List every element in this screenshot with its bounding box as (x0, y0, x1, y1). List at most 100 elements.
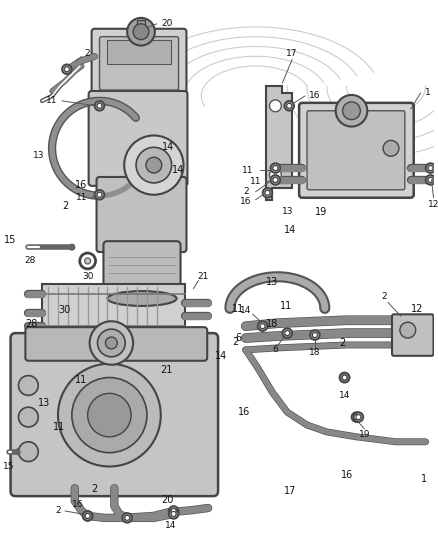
FancyBboxPatch shape (306, 111, 404, 190)
Circle shape (168, 509, 178, 519)
Text: 16: 16 (340, 470, 352, 480)
Circle shape (342, 102, 360, 119)
Text: 11: 11 (279, 302, 292, 311)
Circle shape (427, 177, 432, 182)
Circle shape (64, 67, 69, 72)
FancyBboxPatch shape (99, 37, 178, 90)
Circle shape (124, 135, 183, 195)
Circle shape (286, 103, 291, 108)
Text: 1: 1 (424, 88, 430, 98)
Circle shape (69, 244, 74, 250)
Circle shape (58, 364, 160, 466)
Text: 21: 21 (197, 272, 208, 281)
FancyBboxPatch shape (103, 241, 180, 303)
Text: 18: 18 (265, 319, 277, 329)
Text: 2: 2 (381, 292, 386, 301)
Circle shape (427, 166, 432, 171)
Circle shape (168, 506, 178, 516)
Circle shape (18, 407, 38, 427)
Ellipse shape (107, 291, 176, 306)
Circle shape (355, 415, 360, 419)
Circle shape (122, 513, 132, 523)
Text: 2: 2 (55, 506, 61, 515)
Circle shape (16, 449, 21, 455)
Text: 30: 30 (82, 272, 93, 281)
Text: 17: 17 (286, 49, 297, 58)
Text: 14: 14 (161, 142, 173, 152)
Text: 28: 28 (25, 256, 36, 265)
Circle shape (424, 175, 434, 185)
Circle shape (94, 101, 104, 111)
Circle shape (97, 103, 102, 108)
Text: 13: 13 (265, 277, 277, 287)
Text: 15: 15 (3, 462, 14, 471)
Bar (107, 39, 170, 64)
Circle shape (85, 513, 90, 519)
Text: 6: 6 (235, 333, 241, 343)
Circle shape (312, 333, 317, 337)
Circle shape (97, 329, 125, 357)
Text: 2: 2 (91, 484, 97, 494)
Text: 14: 14 (338, 391, 350, 400)
Text: 18: 18 (308, 349, 320, 357)
Circle shape (127, 18, 155, 45)
Text: 14: 14 (284, 224, 296, 235)
Text: 14: 14 (165, 521, 176, 530)
Circle shape (171, 508, 176, 513)
FancyBboxPatch shape (88, 91, 187, 186)
FancyBboxPatch shape (298, 103, 413, 198)
Circle shape (97, 192, 102, 197)
Circle shape (72, 377, 147, 453)
Circle shape (80, 253, 95, 269)
Circle shape (89, 321, 133, 365)
Text: 2: 2 (232, 337, 238, 347)
Circle shape (94, 190, 104, 200)
Text: 13: 13 (38, 398, 50, 408)
Circle shape (105, 337, 117, 349)
Circle shape (284, 101, 293, 111)
Text: 15: 15 (4, 235, 16, 245)
Circle shape (309, 330, 319, 340)
FancyBboxPatch shape (391, 314, 432, 356)
Text: 11: 11 (76, 193, 87, 202)
Text: 2: 2 (85, 49, 90, 58)
Circle shape (85, 513, 90, 519)
FancyBboxPatch shape (11, 333, 218, 496)
Text: 14: 14 (240, 306, 251, 315)
Bar (137, 20, 145, 34)
Circle shape (88, 393, 131, 437)
Text: 20: 20 (161, 19, 172, 28)
Bar (42, 284, 185, 338)
Circle shape (257, 321, 267, 331)
FancyBboxPatch shape (25, 327, 207, 361)
Text: 16: 16 (74, 180, 87, 190)
Circle shape (269, 100, 281, 112)
Text: 17: 17 (284, 486, 296, 496)
Circle shape (124, 515, 129, 520)
Text: 16: 16 (240, 197, 251, 206)
Circle shape (353, 412, 363, 422)
Circle shape (259, 324, 265, 329)
Circle shape (353, 415, 358, 419)
Text: 11: 11 (46, 96, 58, 106)
Text: 20: 20 (161, 495, 173, 505)
Text: 30: 30 (59, 305, 71, 315)
Text: 16: 16 (308, 92, 320, 100)
Text: 11: 11 (249, 177, 261, 187)
Circle shape (62, 64, 72, 74)
Circle shape (335, 95, 367, 126)
Circle shape (339, 373, 349, 383)
Text: 12: 12 (410, 304, 422, 313)
Circle shape (82, 511, 92, 521)
Circle shape (399, 322, 415, 338)
Text: 14: 14 (215, 351, 227, 361)
Text: 11: 11 (74, 375, 87, 385)
FancyBboxPatch shape (96, 177, 186, 252)
Text: 16: 16 (237, 407, 249, 417)
Circle shape (282, 328, 292, 338)
Circle shape (171, 512, 176, 516)
Text: 28: 28 (26, 319, 38, 329)
Text: 11: 11 (241, 166, 253, 174)
Circle shape (424, 163, 434, 173)
Text: 21: 21 (160, 365, 172, 375)
